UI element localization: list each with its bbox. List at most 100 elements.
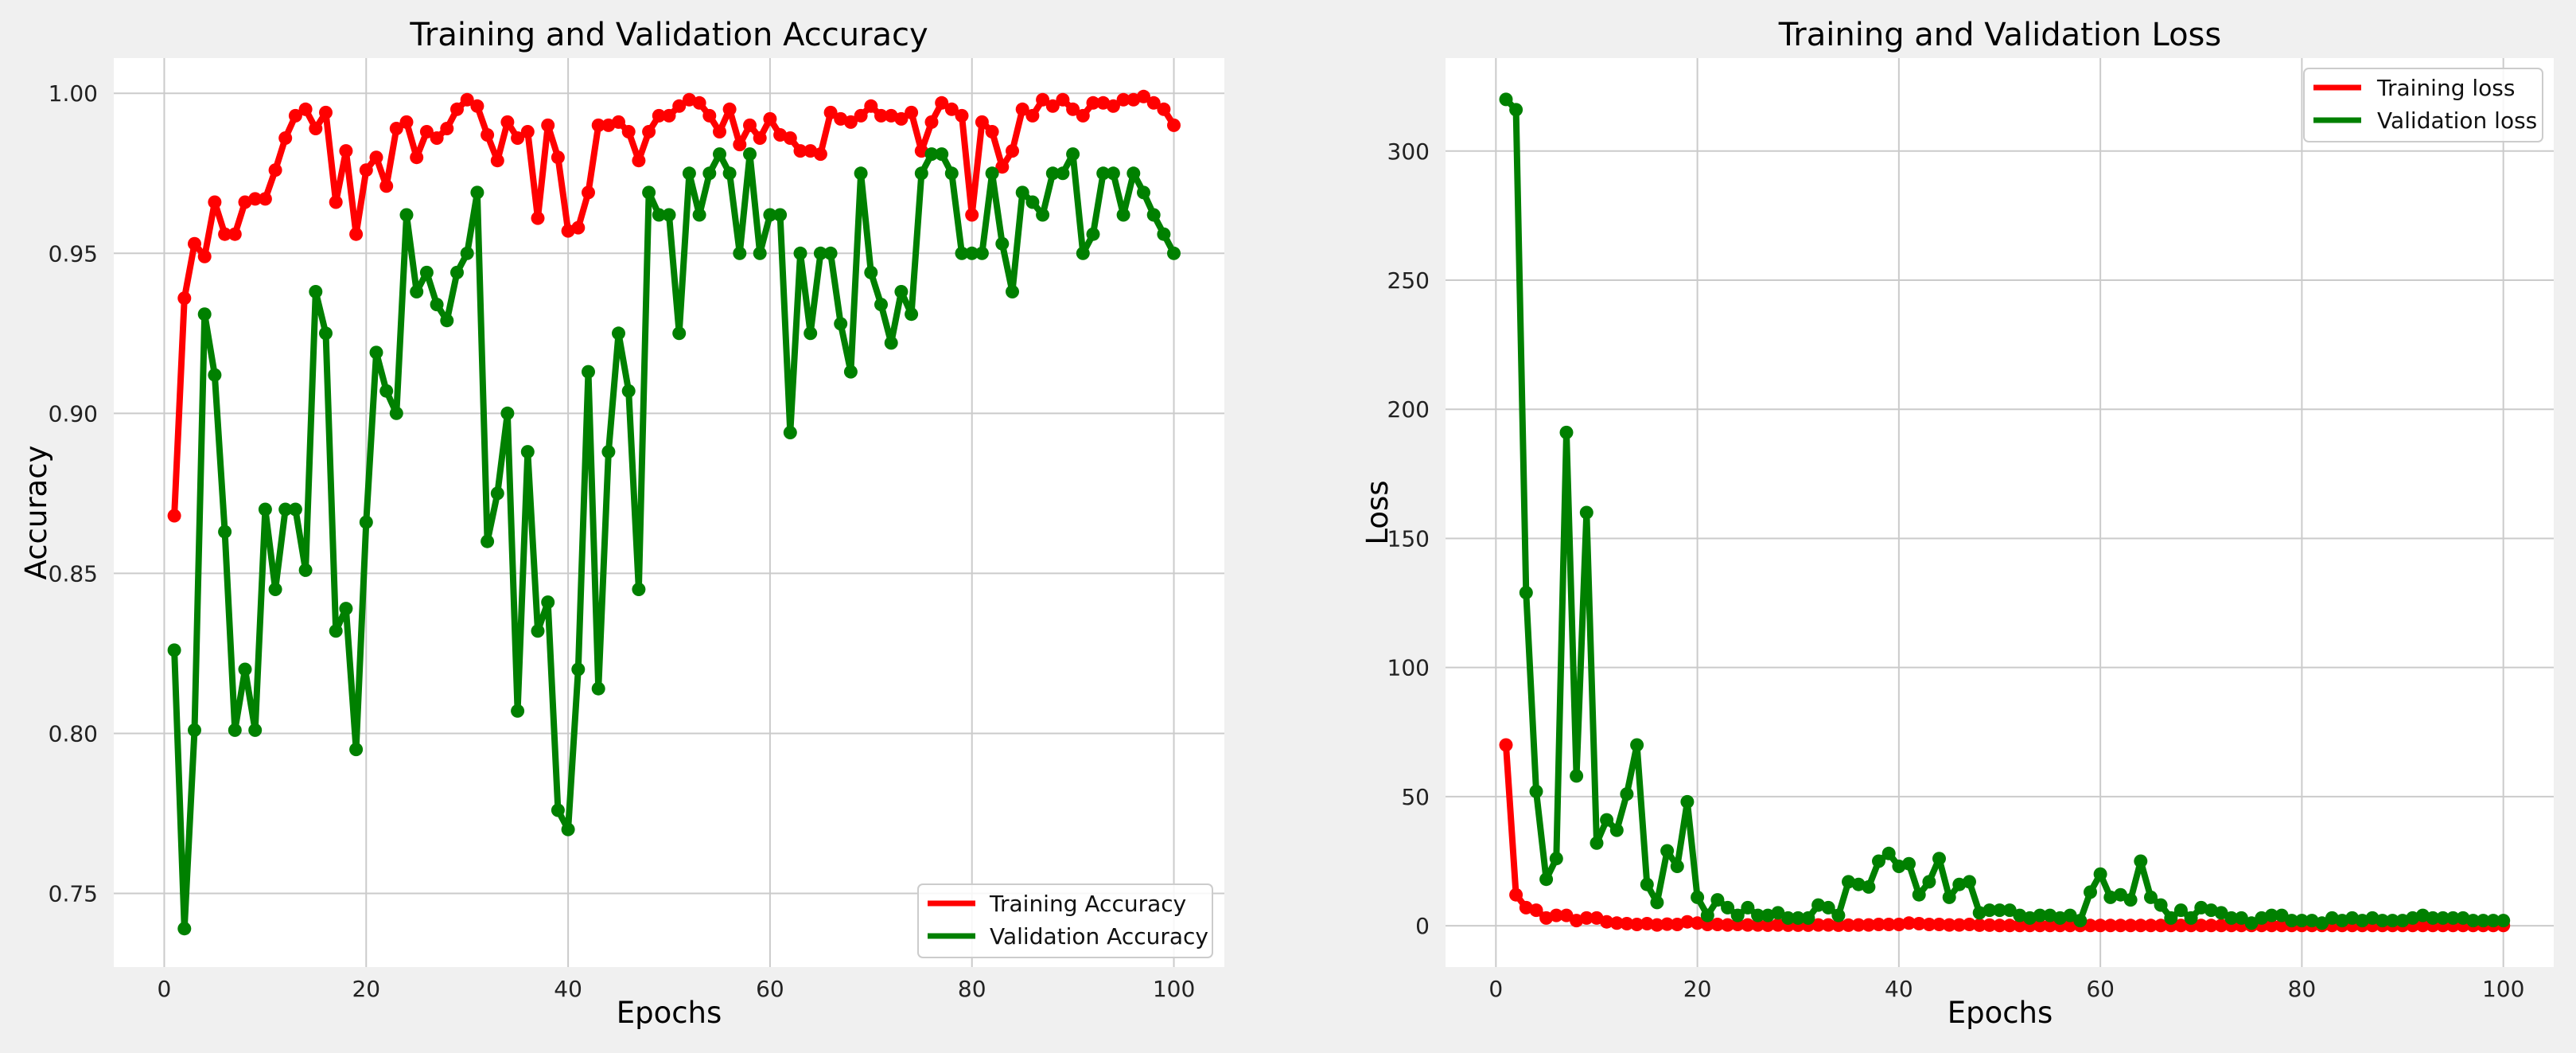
data-point-training-loss [1660,917,1675,931]
accuracy-x-tick-label: 40 [554,976,582,1002]
data-point-validation-accuracy [884,336,898,350]
data-point-validation-accuracy [188,723,201,737]
data-point-validation-loss [2436,911,2450,925]
data-point-validation-loss [2426,911,2440,925]
data-point-training-loss [2264,918,2278,933]
data-point-validation-loss [2154,898,2168,912]
data-point-training-accuracy [208,195,222,209]
data-point-validation-accuracy [329,624,343,638]
loss-y-tick-label: 150 [1387,525,1430,552]
data-point-validation-loss [1730,908,1745,922]
data-point-validation-loss [1691,890,1705,904]
data-point-validation-accuracy [642,185,656,200]
data-point-validation-loss [1640,877,1654,891]
data-point-training-loss [1761,918,1775,932]
data-point-validation-accuracy [1045,166,1060,181]
data-point-training-accuracy [713,125,726,138]
data-point-training-accuracy [410,150,424,165]
data-point-validation-accuracy [1025,195,1040,209]
data-point-validation-accuracy [965,246,979,260]
data-point-training-accuracy [1045,99,1060,113]
data-point-validation-accuracy [702,166,717,181]
data-point-validation-accuracy [995,236,1010,251]
data-point-validation-accuracy [218,525,232,539]
data-point-validation-loss [1670,860,1684,873]
data-point-validation-accuracy [935,147,949,162]
data-point-training-accuracy [1066,102,1080,116]
data-point-validation-loss [2376,914,2390,928]
data-point-validation-accuracy [430,298,444,312]
loss-plot-area [1446,58,2554,967]
data-point-training-loss [1529,903,1543,918]
loss-tick-labels: 0 20 40 60 80 100 0 50 100 150 200 250 300 [1387,138,2525,1002]
data-point-validation-accuracy [722,166,737,181]
data-point-validation-loss [1922,875,1936,889]
data-point-validation-accuracy [894,285,909,298]
data-point-validation-loss [1650,895,1664,910]
data-point-validation-accuracy [612,326,625,341]
data-point-training-accuracy [874,108,888,123]
data-point-training-loss [1922,918,1936,931]
loss-y-tick-label: 100 [1387,655,1430,681]
data-point-training-accuracy [955,108,969,123]
data-point-validation-loss [1902,856,1916,871]
data-point-validation-accuracy [410,285,424,298]
data-point-training-accuracy [369,150,383,165]
loss-x-tick-label: 40 [1885,976,1913,1002]
data-point-training-loss [2123,918,2138,933]
data-point-training-loss [1609,916,1624,930]
data-point-validation-loss [1519,586,1533,600]
data-point-validation-accuracy [339,602,353,616]
data-point-validation-loss [2315,916,2329,930]
data-point-validation-loss [1993,903,2006,918]
data-point-training-accuracy [167,509,181,523]
data-point-training-accuracy [823,105,838,119]
data-point-training-loss [1570,914,1584,928]
data-point-training-accuracy [571,220,586,235]
legend-label-validation-loss: Validation loss [2377,107,2537,134]
data-point-training-accuracy [268,163,282,177]
accuracy-tick-labels: 0 20 40 60 80 100 0.75 0.80 0.85 0.90 0.95 1.00 [49,80,1196,1002]
data-point-training-accuracy [763,111,777,126]
data-point-training-accuracy [702,108,717,123]
data-point-validation-accuracy [278,502,293,517]
data-point-training-accuracy [177,291,192,306]
data-point-validation-loss [2063,908,2077,922]
data-point-training-accuracy [511,131,525,145]
data-point-training-loss [1831,918,1846,932]
data-point-validation-accuracy [843,365,858,379]
data-point-validation-accuracy [864,265,878,279]
data-point-validation-loss [2204,903,2218,918]
data-point-training-loss [2274,918,2289,933]
accuracy-series-lines [171,93,1177,932]
data-point-validation-accuracy [692,208,706,222]
data-point-validation-accuracy [672,326,687,341]
data-point-validation-accuracy [238,662,252,677]
accuracy-x-tick-label: 80 [958,976,986,1002]
data-point-training-accuracy [1076,108,1090,123]
data-point-training-accuracy [1137,89,1150,103]
data-point-validation-accuracy [268,583,282,596]
accuracy-y-tick-label: 0.85 [49,560,98,587]
data-point-validation-loss [2385,914,2399,928]
loss-y-tick-label: 0 [1415,913,1430,939]
data-point-validation-loss [1579,505,1593,520]
data-point-validation-loss [2013,908,2027,922]
data-point-training-accuracy [288,108,302,123]
data-point-training-accuracy [278,131,293,145]
data-point-training-loss [1620,917,1634,930]
data-point-validation-loss [1630,738,1644,752]
data-point-validation-accuracy [177,922,192,936]
data-point-training-loss [2093,918,2107,933]
data-point-validation-accuracy [1096,166,1111,181]
data-point-training-accuracy [995,160,1010,174]
data-point-validation-loss [2395,914,2410,928]
data-point-validation-accuracy [763,208,777,222]
data-point-training-accuracy [612,115,625,129]
data-point-training-accuracy [188,236,201,251]
data-point-training-accuracy [591,118,605,132]
data-point-validation-accuracy [1157,227,1171,241]
data-point-training-accuracy [975,115,989,129]
data-point-validation-loss [1509,103,1523,117]
data-point-validation-accuracy [905,307,919,322]
